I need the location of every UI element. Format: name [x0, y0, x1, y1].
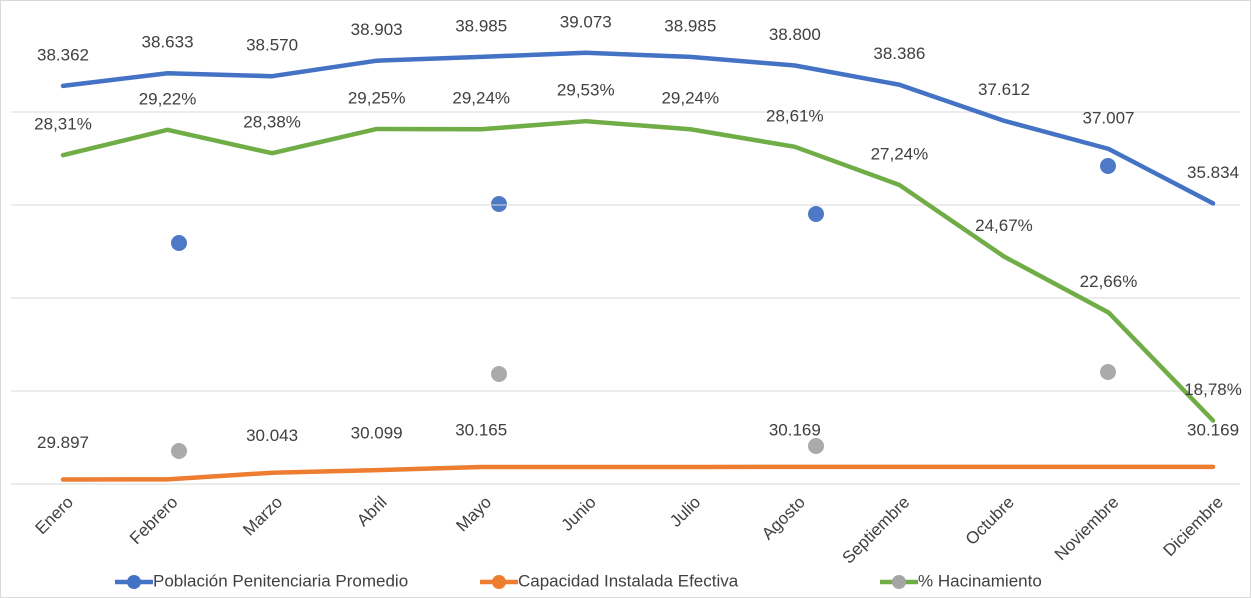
data-label: 28,31%: [34, 115, 92, 134]
data-label: 29,24%: [661, 89, 719, 108]
data-label: 29,24%: [452, 89, 510, 108]
data-label: 39.073: [560, 12, 612, 31]
data-label: 30.169: [1187, 420, 1239, 439]
series-line: [60, 118, 1216, 423]
legend-marker: [492, 575, 506, 589]
data-label: 18,78%: [1184, 380, 1242, 399]
data-label: 30.043: [246, 426, 298, 445]
data-label: 27,24%: [871, 144, 929, 163]
legend-marker: [892, 575, 906, 589]
data-label: 35.834: [1187, 163, 1239, 182]
legend-label: Capacidad Instalada Efectiva: [518, 571, 739, 590]
data-label: 38.985: [455, 16, 507, 35]
data-label: 30.169: [769, 420, 821, 439]
data-label: 29,25%: [348, 88, 406, 107]
data-label: 29,53%: [557, 81, 615, 100]
data-label: 28,61%: [766, 106, 824, 125]
data-label: 22,66%: [1080, 272, 1138, 291]
data-label: 38.386: [873, 44, 925, 63]
data-label: 24,67%: [975, 216, 1033, 235]
data-label: 38.903: [351, 20, 403, 39]
legend-label: % Hacinamiento: [918, 571, 1042, 590]
data-label: 38.800: [769, 25, 821, 44]
data-label: 29,22%: [139, 89, 197, 108]
data-label: 38.362: [37, 45, 89, 64]
data-label: 28,38%: [243, 113, 301, 132]
legend-marker: [127, 575, 141, 589]
legend-label: Población Penitenciaria Promedio: [153, 571, 408, 590]
data-label: 38.570: [246, 36, 298, 55]
data-label: 38.985: [664, 16, 716, 35]
data-label: 30.165: [455, 421, 507, 440]
stray-markers: [171, 158, 1116, 459]
data-label: 37.612: [978, 80, 1030, 99]
series-line: [60, 50, 1216, 206]
data-label: 37.007: [1083, 108, 1135, 127]
data-label: 38.633: [142, 33, 194, 52]
data-label: 29.897: [37, 433, 89, 452]
series-line: [60, 464, 1216, 482]
data-label: 30.099: [351, 424, 403, 443]
